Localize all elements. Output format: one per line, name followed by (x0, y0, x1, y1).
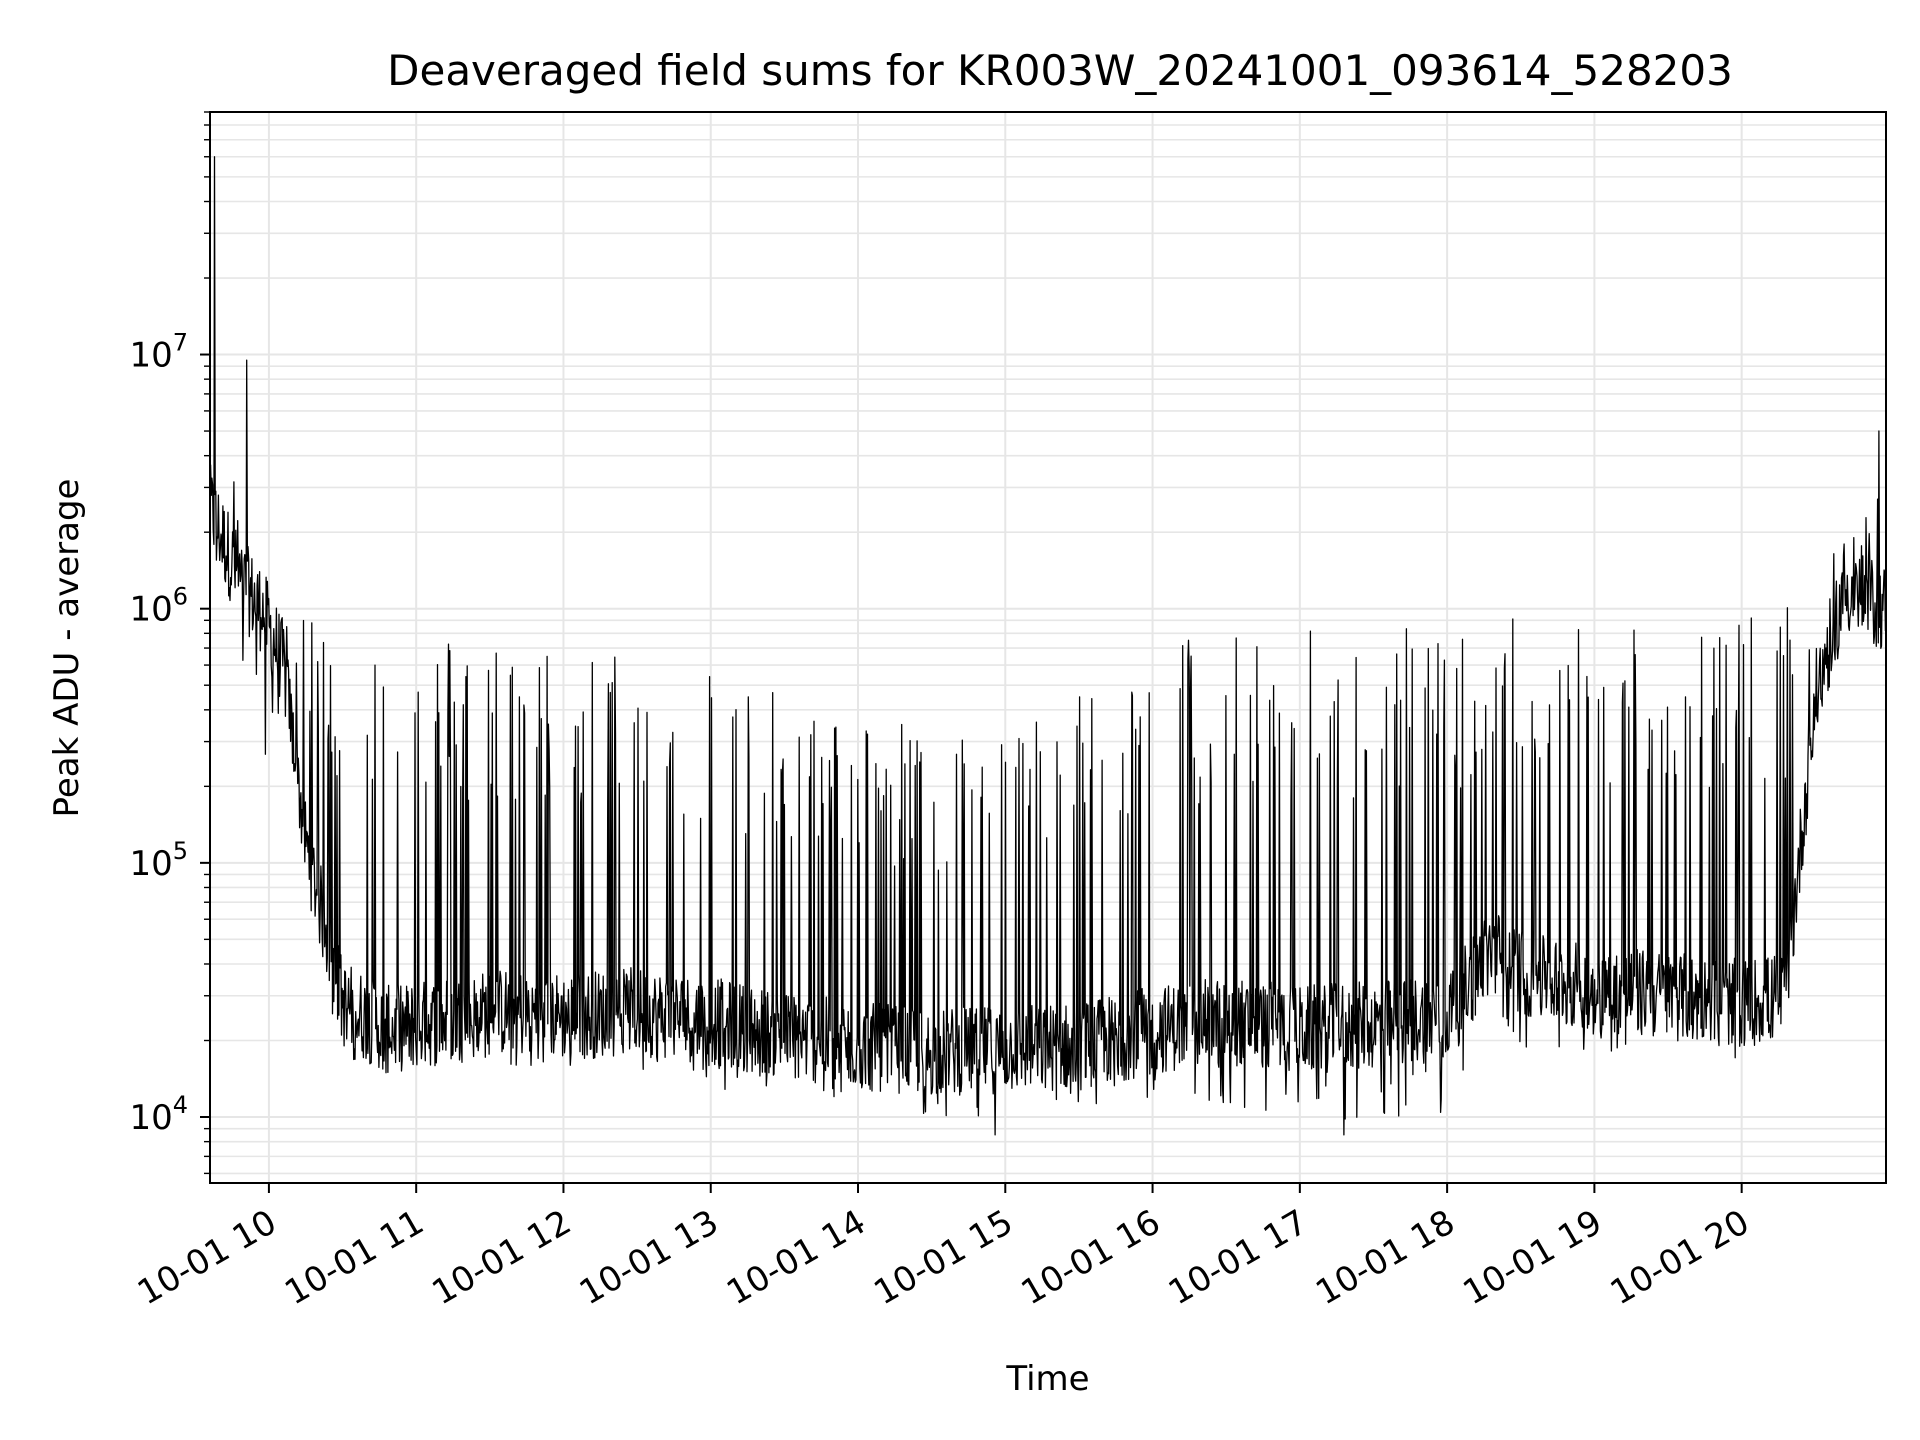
data-line (209, 156, 1887, 1136)
y-tick-label: 104 (129, 1091, 188, 1138)
chart-title: Deaveraged field sums for KR003W_2024100… (387, 46, 1733, 95)
data-series (209, 156, 1887, 1136)
y-axis-label: Peak ADU - average (47, 479, 87, 818)
y-tick-label: 105 (129, 837, 188, 884)
y-tick-label: 106 (129, 583, 188, 630)
y-tick-label: 107 (129, 329, 188, 376)
x-axis-label: Time (1005, 1359, 1089, 1399)
